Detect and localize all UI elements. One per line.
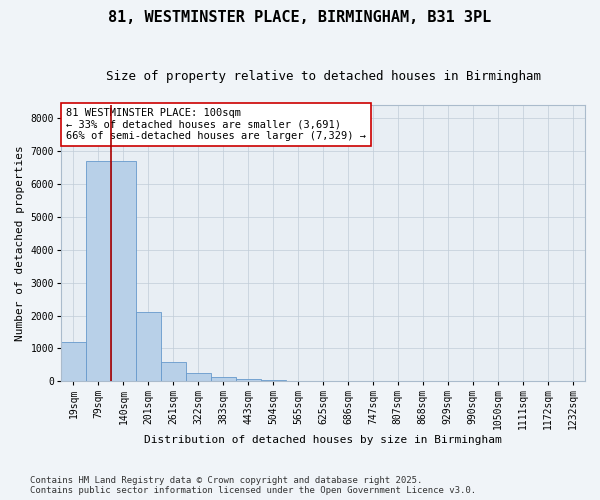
Bar — [61, 342, 86, 382]
Bar — [161, 362, 186, 382]
Bar — [211, 377, 236, 382]
Bar — [236, 378, 260, 382]
Bar — [260, 380, 286, 382]
X-axis label: Distribution of detached houses by size in Birmingham: Distribution of detached houses by size … — [144, 435, 502, 445]
Bar — [111, 161, 136, 382]
Bar — [186, 373, 211, 382]
Text: 81 WESTMINSTER PLACE: 100sqm
← 33% of detached houses are smaller (3,691)
66% of: 81 WESTMINSTER PLACE: 100sqm ← 33% of de… — [66, 108, 366, 141]
Bar — [286, 380, 311, 382]
Bar — [86, 161, 111, 382]
Text: 81, WESTMINSTER PLACE, BIRMINGHAM, B31 3PL: 81, WESTMINSTER PLACE, BIRMINGHAM, B31 3… — [109, 10, 491, 25]
Bar — [136, 312, 161, 382]
Y-axis label: Number of detached properties: Number of detached properties — [15, 146, 25, 341]
Title: Size of property relative to detached houses in Birmingham: Size of property relative to detached ho… — [106, 70, 541, 83]
Text: Contains HM Land Registry data © Crown copyright and database right 2025.
Contai: Contains HM Land Registry data © Crown c… — [30, 476, 476, 495]
